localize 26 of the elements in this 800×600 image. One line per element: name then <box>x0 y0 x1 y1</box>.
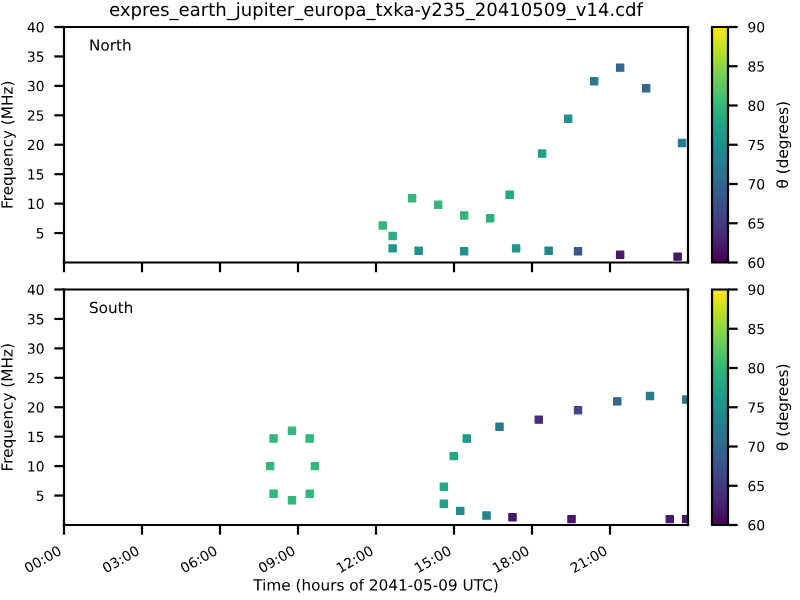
point <box>511 244 521 253</box>
point <box>508 513 517 522</box>
point <box>673 252 682 261</box>
point <box>677 138 687 148</box>
point <box>439 499 449 509</box>
chart-title: expres_earth_jupiter_europa_txka-y235_20410509_v14.cdf <box>110 2 644 21</box>
point <box>388 244 397 253</box>
point <box>305 489 314 499</box>
point <box>265 461 275 471</box>
point <box>665 514 675 524</box>
point <box>645 391 655 401</box>
point <box>310 461 320 471</box>
point <box>567 514 576 524</box>
point <box>615 250 625 260</box>
point <box>269 434 278 443</box>
point <box>287 496 297 505</box>
point <box>287 426 297 436</box>
point <box>414 246 423 255</box>
point <box>459 247 469 256</box>
point <box>544 246 553 255</box>
point <box>589 76 599 86</box>
point <box>573 247 583 256</box>
point <box>269 489 278 499</box>
point <box>482 511 491 520</box>
point <box>305 434 314 443</box>
point <box>456 506 465 516</box>
